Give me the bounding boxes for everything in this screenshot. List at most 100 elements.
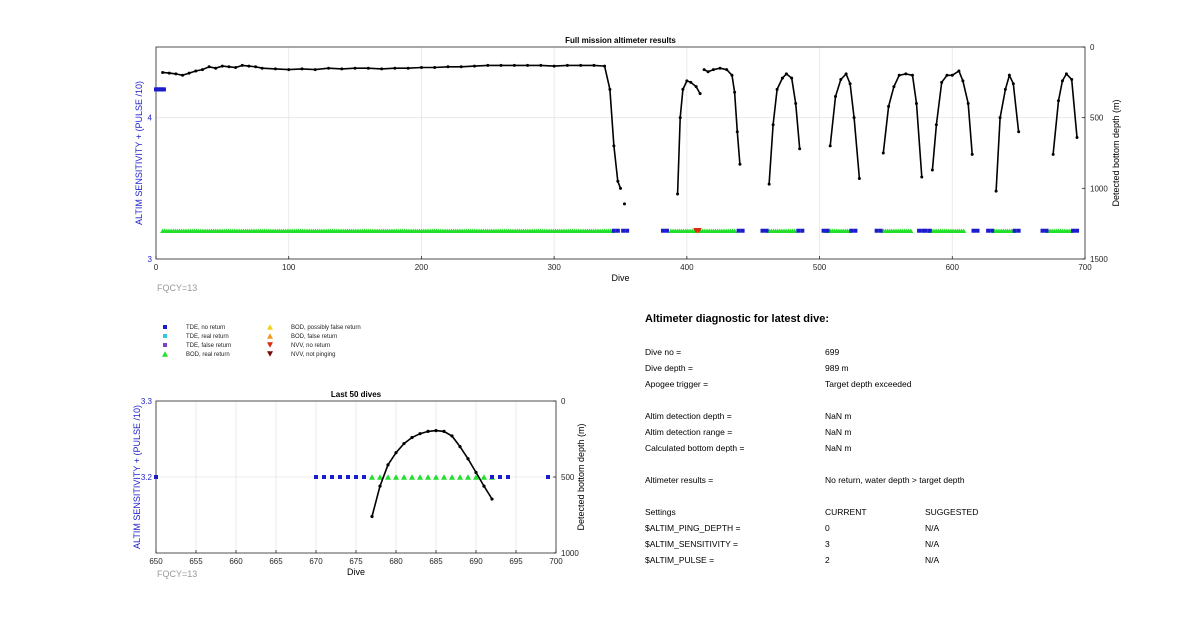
bod-real-return-marker bbox=[961, 228, 967, 233]
bod-real-return-marker bbox=[425, 474, 431, 480]
diag-label: Altim detection depth = bbox=[645, 411, 732, 421]
x-tick-label: 600 bbox=[946, 263, 960, 272]
diag-spacer bbox=[645, 392, 1165, 408]
diag-row: Calculated bottom depth = NaN m bbox=[645, 440, 1165, 456]
y-left-tick-label: 4 bbox=[148, 114, 153, 123]
tde-no-return-marker bbox=[330, 475, 334, 479]
settings-row: $ALTIM_PULSE = 2 N/A bbox=[645, 552, 1165, 568]
depth-point bbox=[828, 144, 832, 148]
depth-point bbox=[676, 192, 680, 196]
depth-trace-line bbox=[995, 73, 1020, 192]
diag-row: Dive depth = 989 m bbox=[645, 360, 1165, 376]
setting-suggested: N/A bbox=[925, 523, 940, 533]
y-right-tick-label: 500 bbox=[1090, 114, 1104, 123]
tde-no-return-marker bbox=[314, 475, 318, 479]
depth-point bbox=[966, 102, 970, 106]
y-left-axis-label: ALTIM SENSITIVITY + (PULSE /10) bbox=[132, 405, 142, 549]
depth-point bbox=[735, 130, 739, 134]
depth-point bbox=[767, 182, 771, 186]
tde-no-return-marker bbox=[796, 228, 801, 233]
bod-real-return-marker bbox=[385, 474, 391, 480]
depth-point bbox=[220, 64, 224, 68]
x-tick-label: 670 bbox=[309, 557, 323, 566]
depth-point bbox=[1011, 82, 1015, 86]
depth-point bbox=[857, 176, 861, 180]
depth-point bbox=[934, 123, 938, 127]
legend-label: NVV, not pinging bbox=[291, 352, 335, 358]
tde-no-return-marker bbox=[625, 228, 630, 233]
tde-no-return-marker bbox=[161, 87, 166, 92]
x-tick-label: 300 bbox=[547, 263, 561, 272]
depth-point bbox=[200, 68, 204, 72]
tde-no-return-marker bbox=[1044, 228, 1049, 233]
legend-label: TDE, false return bbox=[186, 343, 231, 349]
x-axis-label: Dive bbox=[347, 567, 365, 577]
plot-frame bbox=[155, 46, 1086, 260]
depth-point bbox=[194, 69, 198, 73]
x-tick-label: 400 bbox=[680, 263, 694, 272]
depth-point bbox=[844, 72, 848, 76]
bod-real-return-marker bbox=[377, 474, 383, 480]
tde-no-return-marker bbox=[1040, 228, 1045, 233]
depth-point bbox=[794, 102, 798, 106]
x-tick-label: 700 bbox=[549, 557, 563, 566]
diag-value: NaN m bbox=[825, 411, 852, 421]
depth-point bbox=[930, 168, 934, 172]
depth-point bbox=[678, 116, 682, 120]
chart-title: Last 50 dives bbox=[331, 390, 382, 399]
depth-point bbox=[738, 162, 742, 166]
depth-trace-line bbox=[371, 429, 493, 517]
diag-label: Altimeter results = bbox=[645, 475, 714, 485]
diag-label: Altim detection range = bbox=[645, 427, 733, 437]
depth-point bbox=[798, 147, 802, 151]
depth-point bbox=[287, 68, 291, 72]
legend-label: BOD, possibly false return bbox=[291, 325, 361, 331]
depth-point bbox=[161, 70, 165, 74]
x-tick-label: 690 bbox=[469, 557, 483, 566]
x-tick-label: 200 bbox=[415, 263, 429, 272]
tde-no-return-marker bbox=[990, 228, 995, 233]
depth-point bbox=[994, 189, 998, 193]
setting-label: $ALTIM_SENSITIVITY = bbox=[645, 539, 738, 549]
tde-no-return-marker bbox=[923, 228, 928, 233]
depth-point bbox=[848, 82, 852, 86]
tde-no-return-marker bbox=[849, 228, 854, 233]
tde-no-return-marker bbox=[346, 475, 350, 479]
depth-point bbox=[730, 73, 734, 77]
nvv-no-return-marker bbox=[695, 228, 702, 234]
depth-point bbox=[300, 67, 304, 71]
tde-no-return-marker bbox=[664, 228, 669, 233]
y-right-tick-label: 1000 bbox=[561, 549, 579, 558]
depth-point bbox=[706, 70, 710, 74]
depth-point bbox=[313, 68, 317, 72]
bod-real-return-marker bbox=[481, 474, 487, 480]
legend-triangle-icon bbox=[162, 351, 168, 357]
tde-no-return-marker bbox=[338, 475, 342, 479]
fqcy-annotation: FQCY=13 bbox=[157, 283, 197, 293]
depth-point bbox=[227, 65, 231, 69]
tde-no-return-marker bbox=[740, 228, 745, 233]
depth-point bbox=[957, 69, 961, 73]
bod-real-return-marker bbox=[409, 474, 415, 480]
depth-point bbox=[887, 104, 891, 108]
legend-square-icon bbox=[163, 325, 167, 329]
depth-trace-line bbox=[882, 73, 923, 178]
tde-no-return-marker bbox=[825, 228, 830, 233]
diagnostic-title: Altimeter diagnostic for latest dive: bbox=[645, 313, 829, 325]
tde-no-return-marker bbox=[1016, 228, 1021, 233]
y-right-tick-label: 1500 bbox=[1090, 255, 1108, 264]
diag-value: Target depth exceeded bbox=[825, 379, 912, 389]
depth-point bbox=[897, 73, 901, 77]
depth-point bbox=[881, 151, 885, 155]
x-tick-label: 680 bbox=[389, 557, 403, 566]
x-axis-label: Dive bbox=[611, 273, 629, 283]
depth-point bbox=[775, 87, 779, 91]
diag-label: Apogee trigger = bbox=[645, 379, 709, 389]
y-right-axis-label: Detected bottom depth (m) bbox=[576, 423, 586, 530]
tde-no-return-marker bbox=[615, 228, 620, 233]
bod-real-return-marker bbox=[417, 474, 423, 480]
y-left-tick-label: 3 bbox=[148, 255, 153, 264]
tde-no-return-marker bbox=[917, 228, 922, 233]
depth-point bbox=[579, 63, 583, 67]
depth-point bbox=[685, 79, 689, 83]
